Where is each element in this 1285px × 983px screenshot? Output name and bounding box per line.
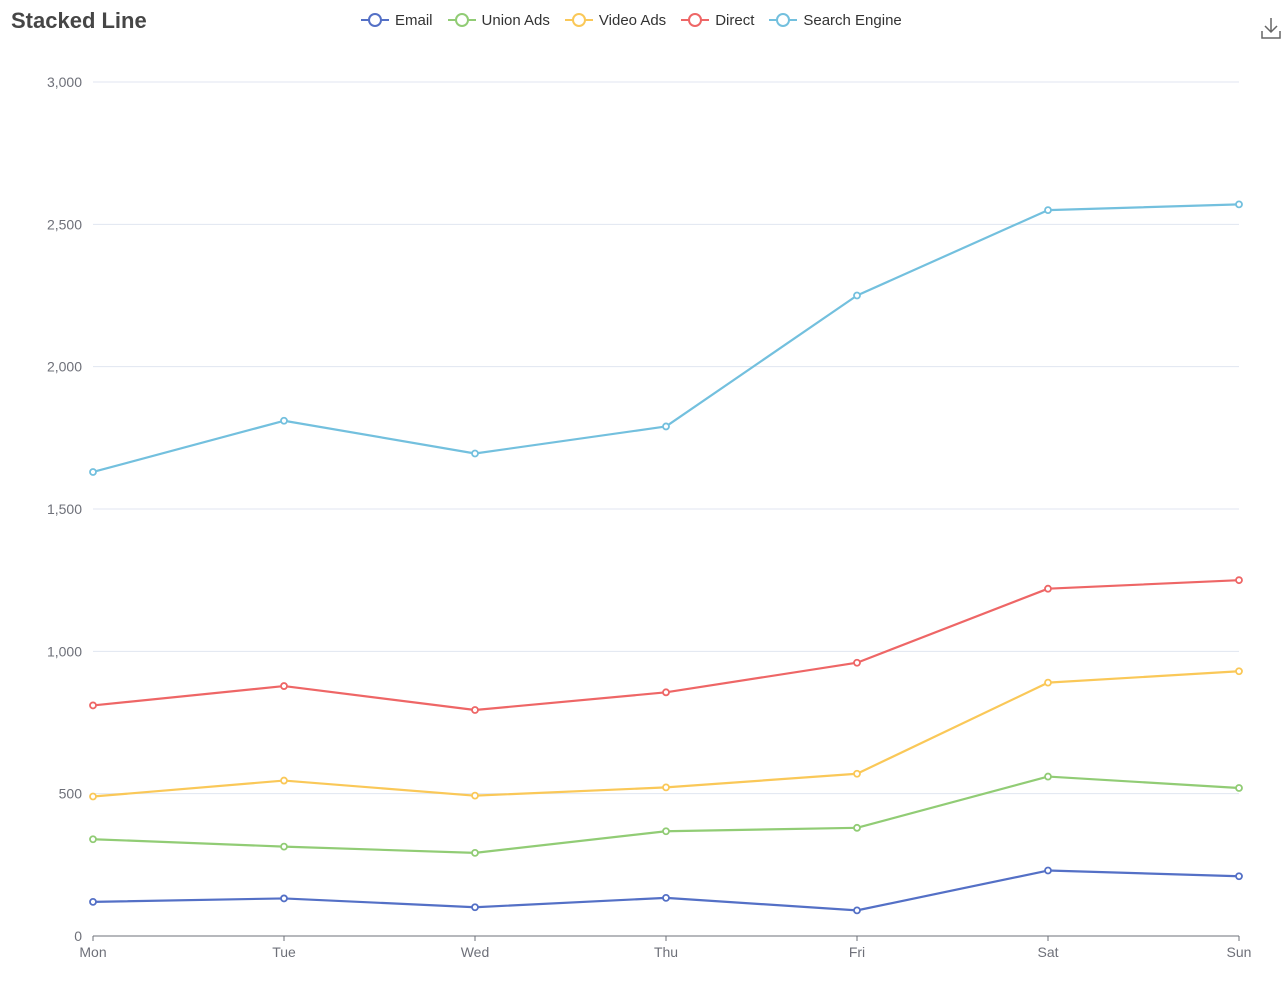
legend-label: Email bbox=[395, 11, 433, 29]
legend-marker-icon bbox=[564, 13, 593, 27]
x-tick-label: Tue bbox=[272, 944, 296, 960]
data-point-video-ads bbox=[1235, 667, 1243, 676]
data-point-email bbox=[853, 906, 861, 915]
data-point-direct bbox=[280, 682, 288, 690]
x-tick-label: Sun bbox=[1227, 944, 1252, 960]
data-point-email bbox=[471, 903, 479, 912]
data-point-union-ads bbox=[1044, 772, 1052, 781]
y-tick-label: 0 bbox=[74, 928, 82, 944]
data-point-union-ads bbox=[662, 827, 670, 836]
y-tick-label: 1,000 bbox=[47, 643, 82, 659]
data-point-union-ads bbox=[1235, 784, 1243, 792]
data-point-direct bbox=[89, 701, 97, 710]
data-point-video-ads bbox=[471, 791, 479, 800]
data-point-email bbox=[662, 893, 670, 902]
legend-marker-icon bbox=[361, 13, 389, 27]
y-tick-label: 2,500 bbox=[47, 216, 82, 232]
legend: Email Union Ads Video Ads Direct Search Engi… bbox=[360, 11, 916, 29]
data-point-search-engine bbox=[662, 422, 670, 431]
legend-label: Union Ads bbox=[481, 11, 550, 29]
data-point-search-engine bbox=[89, 468, 97, 476]
legend-item-search-engine[interactable]: Search Engine bbox=[768, 11, 902, 29]
data-point-union-ads bbox=[280, 842, 288, 851]
legend-label: Direct bbox=[715, 11, 755, 29]
legend-marker-icon bbox=[681, 13, 710, 27]
data-point-video-ads bbox=[853, 769, 861, 778]
legend-item-email[interactable]: Email bbox=[360, 11, 433, 29]
legend-item-video-ads[interactable]: Video Ads bbox=[564, 11, 666, 29]
x-tick-label: Thu bbox=[654, 944, 678, 960]
data-point-search-engine bbox=[280, 416, 288, 425]
series-line-search-engine bbox=[92, 203, 1240, 474]
chart-title: Stacked Line bbox=[11, 8, 147, 33]
data-point-email bbox=[280, 894, 288, 903]
legend-item-direct[interactable]: Direct bbox=[680, 11, 754, 29]
data-point-email bbox=[89, 897, 97, 906]
data-point-direct bbox=[1235, 576, 1243, 585]
x-tick-label: Wed bbox=[461, 944, 490, 960]
y-tick-label: 1,500 bbox=[47, 501, 82, 517]
data-point-search-engine bbox=[853, 291, 861, 300]
download-icon[interactable] bbox=[1260, 16, 1282, 40]
x-tick-label: Sat bbox=[1037, 944, 1058, 960]
data-point-email bbox=[1044, 866, 1052, 875]
data-point-search-engine bbox=[1044, 206, 1052, 215]
data-point-union-ads bbox=[89, 835, 97, 844]
data-point-search-engine bbox=[471, 449, 479, 458]
data-point-union-ads bbox=[853, 823, 861, 832]
data-point-video-ads bbox=[280, 776, 288, 785]
legend-label: Video Ads bbox=[598, 11, 667, 29]
data-point-email bbox=[1235, 872, 1243, 881]
x-tick-label: Mon bbox=[79, 944, 106, 960]
series-line-email bbox=[92, 869, 1240, 912]
data-point-video-ads bbox=[1044, 678, 1052, 687]
legend-marker-icon bbox=[447, 13, 476, 27]
legend-label: Search Engine bbox=[803, 11, 902, 29]
data-point-video-ads bbox=[89, 792, 97, 801]
y-tick-label: 500 bbox=[59, 786, 83, 802]
data-point-direct bbox=[662, 688, 670, 697]
data-point-video-ads bbox=[662, 783, 670, 792]
legend-item-union-ads[interactable]: Union Ads bbox=[447, 11, 550, 29]
data-point-direct bbox=[1044, 584, 1052, 593]
data-point-direct bbox=[471, 706, 479, 714]
data-point-direct bbox=[853, 658, 861, 667]
legend-marker-icon bbox=[769, 13, 798, 27]
y-tick-label: 3,000 bbox=[47, 74, 82, 90]
x-tick-label: Fri bbox=[849, 944, 865, 960]
data-point-union-ads bbox=[471, 848, 479, 857]
y-tick-label: 2,000 bbox=[47, 359, 82, 375]
data-point-search-engine bbox=[1235, 200, 1243, 209]
